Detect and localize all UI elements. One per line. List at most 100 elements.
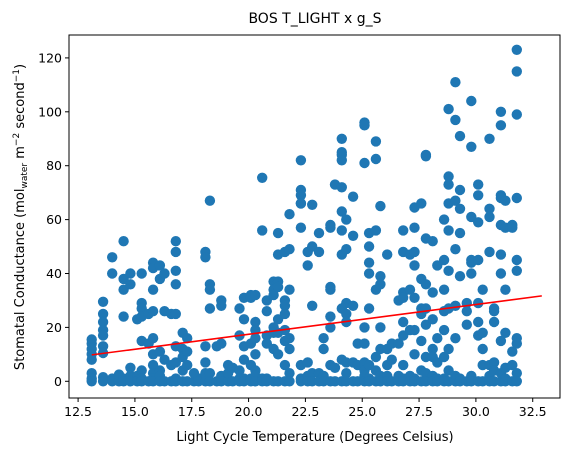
data-point	[284, 343, 295, 355]
y-label-text: second	[13, 82, 28, 133]
data-point	[125, 362, 136, 373]
data-point	[416, 335, 427, 347]
x-tick-label: 12.5	[64, 404, 92, 419]
data-point	[488, 357, 500, 368]
data-point	[461, 306, 472, 317]
data-point	[507, 222, 518, 233]
data-point	[398, 359, 409, 371]
data-point	[450, 333, 461, 344]
data-point	[97, 308, 109, 320]
data-point	[438, 214, 450, 225]
data-point	[427, 343, 438, 355]
data-point	[511, 368, 522, 379]
data-point	[341, 214, 352, 225]
data-point	[86, 376, 97, 387]
data-point	[466, 95, 477, 107]
data-point	[398, 225, 409, 236]
data-point	[341, 244, 352, 255]
data-point	[336, 133, 347, 144]
data-point	[261, 306, 272, 317]
data-point	[404, 284, 416, 295]
data-point	[182, 346, 193, 357]
y-tick-label: 20	[46, 320, 62, 335]
data-point	[420, 151, 432, 162]
data-point	[438, 254, 450, 266]
data-point	[461, 319, 472, 330]
data-point	[473, 254, 484, 266]
y-tick-label: 100	[38, 104, 62, 119]
y-label-text: m	[13, 146, 28, 163]
data-point	[370, 351, 382, 363]
data-point	[511, 254, 522, 266]
y-tick-label: 60	[46, 212, 62, 227]
y-label-superscript: −1	[12, 69, 22, 82]
data-point	[97, 376, 109, 387]
data-point	[200, 341, 211, 352]
data-point	[438, 284, 450, 295]
data-point	[359, 120, 370, 131]
data-point	[268, 289, 279, 301]
data-point	[450, 77, 461, 88]
data-point	[234, 303, 245, 314]
data-point	[420, 279, 432, 290]
data-point	[363, 257, 375, 268]
data-point	[284, 333, 295, 344]
data-point	[182, 359, 193, 371]
data-point	[477, 284, 488, 295]
data-point	[284, 284, 295, 295]
data-point	[438, 351, 450, 363]
data-point	[272, 227, 284, 239]
x-tick-label: 27.5	[405, 404, 433, 419]
data-point	[382, 249, 393, 260]
data-point	[118, 236, 129, 247]
data-point	[234, 365, 245, 376]
data-point	[466, 141, 477, 152]
data-point	[318, 333, 329, 344]
data-point	[511, 265, 522, 276]
data-point	[375, 271, 386, 282]
data-point	[370, 225, 382, 236]
data-point	[375, 322, 386, 333]
data-point	[295, 190, 307, 201]
y-tick-label: 40	[46, 266, 62, 281]
data-point	[329, 362, 341, 373]
y-tick-label: 120	[38, 50, 62, 65]
data-point	[359, 322, 370, 333]
y-label-superscript: −2	[12, 133, 22, 146]
data-point	[170, 236, 181, 247]
x-tick-label: 32.5	[519, 404, 547, 419]
data-point	[170, 246, 181, 258]
x-axis: 12.5 15.0 17.5 20.0 22.5 25.0 27.5 30.0 32.5	[64, 398, 547, 419]
data-point	[136, 365, 147, 376]
data-point	[450, 114, 461, 126]
plot-area	[86, 44, 542, 387]
data-point	[200, 252, 211, 263]
data-point	[454, 271, 466, 282]
data-point	[450, 195, 461, 206]
data-point	[484, 133, 495, 144]
data-point	[511, 376, 522, 387]
data-point	[204, 368, 216, 379]
data-point	[279, 300, 291, 311]
data-point	[484, 246, 495, 258]
data-point	[443, 343, 454, 355]
data-point	[495, 268, 507, 279]
data-point	[284, 209, 295, 220]
data-point	[125, 268, 136, 279]
data-point	[347, 300, 359, 311]
y-axis-label: Stomatal Conductance (molwater m−2 secon…	[12, 64, 30, 370]
x-tick-label: 15.0	[121, 404, 149, 419]
data-point	[250, 349, 261, 360]
data-point	[484, 211, 495, 223]
data-point	[341, 368, 352, 379]
data-point	[443, 225, 454, 236]
data-point	[97, 330, 109, 341]
data-point	[454, 130, 466, 142]
data-point	[375, 200, 386, 212]
data-point	[136, 268, 147, 279]
data-point	[325, 322, 336, 333]
data-point	[393, 338, 404, 349]
data-point	[341, 308, 352, 320]
data-point	[200, 357, 211, 368]
data-point	[170, 279, 181, 290]
